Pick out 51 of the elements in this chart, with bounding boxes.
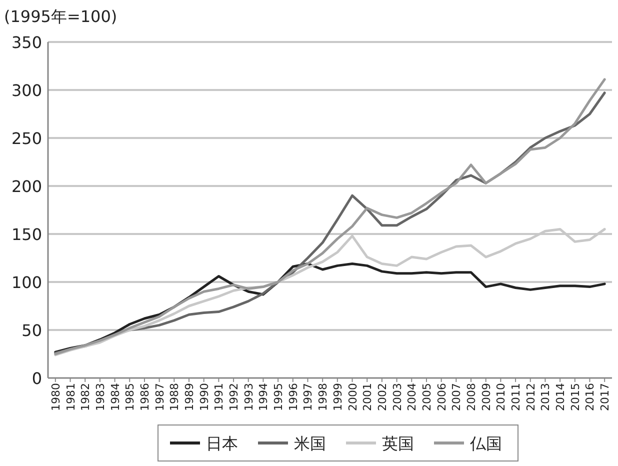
x-tick-label: 1982 — [79, 383, 92, 411]
x-tick-label: 1992 — [228, 383, 241, 411]
x-tick-label: 2010 — [494, 383, 508, 411]
x-tick-label: 1985 — [124, 383, 137, 411]
y-tick-label: 350 — [11, 33, 42, 52]
x-tick-label: 2006 — [435, 383, 448, 411]
y-tick-label: 150 — [11, 225, 42, 244]
x-tick-label: 2011 — [510, 383, 523, 411]
y-tick-label: 0 — [32, 369, 42, 388]
x-tick-label: 1995 — [272, 383, 286, 411]
x-tick-label: 2017 — [598, 383, 612, 411]
x-tick-label: 1990 — [198, 383, 211, 411]
x-tick-label: 1998 — [316, 383, 330, 411]
legend-label: 日本 — [206, 434, 238, 453]
y-tick-label: 250 — [11, 129, 42, 148]
x-tick-label: 2012 — [524, 383, 538, 411]
x-tick-label: 1981 — [64, 383, 78, 411]
x-tick-label: 1989 — [183, 383, 196, 411]
x-tick-label: 1980 — [49, 383, 62, 411]
x-tick-label: 2001 — [361, 383, 374, 411]
x-tick-label: 2004 — [406, 383, 419, 411]
x-tick-label: 2016 — [584, 383, 597, 411]
x-tick-label: 2014 — [554, 383, 568, 411]
y-tick-label: 50 — [22, 321, 42, 340]
x-tick-label: 1983 — [94, 383, 107, 411]
x-tick-label: 1991 — [212, 383, 226, 411]
x-tick-label: 1988 — [168, 383, 182, 411]
x-tick-label: 1993 — [242, 383, 256, 411]
x-tick-label: 2008 — [465, 383, 478, 411]
legend-label: 米国 — [294, 434, 326, 453]
legend-label: 英国 — [382, 434, 414, 453]
y-tick-label: 200 — [11, 177, 42, 196]
x-tick-label: 2009 — [480, 383, 493, 411]
x-tick-label: 1987 — [153, 383, 166, 411]
x-tick-label: 2015 — [568, 383, 582, 411]
x-tick-label: 1999 — [331, 383, 344, 411]
x-tick-label: 2000 — [346, 383, 360, 411]
x-tick-label: 2013 — [539, 383, 552, 411]
x-tick-label: 2007 — [450, 383, 464, 411]
x-tick-label: 2003 — [390, 383, 404, 411]
y-axis-title: (1995年=100) — [4, 7, 118, 26]
x-tick-label: 1986 — [138, 383, 152, 411]
x-tick-label: 1996 — [286, 383, 300, 411]
legend-label: 仏国 — [469, 434, 502, 453]
x-tick-label: 1984 — [108, 383, 122, 411]
x-tick-label: 2002 — [376, 383, 389, 411]
x-tick-label: 2005 — [420, 383, 434, 411]
y-tick-label: 100 — [11, 273, 42, 292]
x-tick-label: 1997 — [302, 383, 315, 411]
y-tick-label: 300 — [11, 81, 42, 100]
x-tick-label: 1994 — [257, 383, 270, 411]
